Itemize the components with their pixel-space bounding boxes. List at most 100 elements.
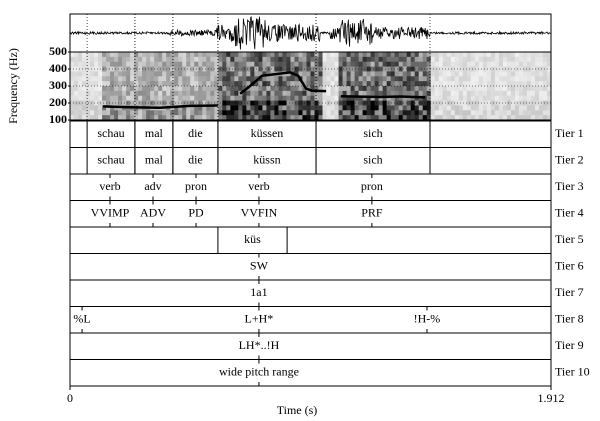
spectrogram-cell (106, 105, 111, 111)
spectrogram-cell (230, 95, 235, 102)
spectrogram-cell (366, 100, 372, 106)
spectrogram-cell (386, 52, 392, 58)
spectrogram-cell (466, 115, 472, 121)
spectrogram-cell (354, 52, 360, 58)
spectrogram-cell (234, 66, 239, 72)
spectrogram-cell (310, 71, 316, 77)
spectrogram-cell (534, 66, 540, 72)
spectrogram-cell (166, 90, 171, 97)
spectrogram-cell (134, 56, 139, 63)
spectrogram-cell (510, 105, 516, 111)
spectrogram-cell (86, 76, 91, 82)
spectrogram-cell (206, 76, 211, 82)
spectrogram-cell (338, 115, 344, 121)
spectrogram-cell (234, 110, 239, 116)
spectrogram-cell (298, 105, 303, 111)
spectrogram-cell (510, 52, 516, 58)
spectrogram-cell (214, 90, 219, 97)
spectrogram-cell (82, 95, 87, 102)
spectrogram-cell (470, 110, 476, 116)
spectrogram-cell (458, 95, 464, 102)
spectrogram-cell (382, 115, 388, 121)
spectrogram-cell (82, 86, 87, 92)
spectrogram-cell (338, 105, 344, 111)
spectrogram-cell (150, 66, 155, 72)
spectrogram-cell (142, 86, 147, 92)
spectrogram-cell (182, 76, 187, 82)
spectrogram-cell (342, 61, 348, 68)
spectrogram-cell (178, 66, 183, 72)
spectrogram-cell (482, 66, 488, 72)
spectrogram-cell (114, 61, 119, 68)
spectrogram-cell (378, 61, 384, 68)
spectrogram-cell (238, 76, 243, 82)
spectrogram-cell (174, 81, 179, 87)
spectrogram-cell (150, 56, 155, 63)
spectrogram-cell (490, 90, 496, 97)
spectrogram-cell (198, 61, 203, 68)
spectrogram-cell (310, 105, 316, 111)
spectrogram-cell (514, 95, 520, 102)
spectrogram-cell (134, 76, 139, 82)
spectrogram-cell (134, 71, 139, 77)
spectrogram-cell (474, 110, 480, 116)
spectrogram-cell (482, 56, 488, 63)
spectrogram-cell (422, 61, 428, 68)
spectrogram-cell (450, 100, 456, 106)
spectrogram-cell (286, 100, 291, 106)
spectrogram-cell (542, 95, 548, 102)
spectrogram-cell (326, 90, 332, 97)
spectrogram-cell (334, 110, 340, 116)
spectrogram-cell (194, 71, 199, 77)
spectrogram-cell (250, 90, 255, 97)
spectrogram-cell (154, 76, 159, 82)
spectrogram-cell (370, 100, 376, 106)
spectrogram-cell (206, 90, 211, 97)
spectrogram-cell (390, 61, 396, 68)
spectrogram-cell (170, 61, 175, 68)
spectrogram-cell (358, 86, 364, 92)
spectrogram-cell (286, 95, 291, 102)
spectrogram-cell (510, 56, 516, 63)
spectrogram-cell (150, 86, 155, 92)
spectrogram-cell (358, 56, 364, 63)
spectrogram-cell (390, 81, 396, 87)
spectrogram-cell (266, 86, 271, 92)
spectrogram-cell (174, 90, 179, 97)
spectrogram-cell (178, 76, 183, 82)
spectrogram-cell (538, 76, 544, 82)
spectrogram-cell (454, 52, 460, 58)
spectrogram-cell (78, 95, 83, 102)
spectrogram-cell (70, 105, 75, 111)
spectrogram-cell (514, 110, 520, 116)
spectrogram-cell (442, 61, 448, 68)
spectrogram-cell (210, 100, 215, 106)
spectrogram-cell (190, 71, 195, 77)
spectrogram-cell (82, 56, 87, 63)
spectrogram-cell (246, 56, 251, 63)
spectrogram-cell (78, 81, 83, 87)
spectrogram-cell (186, 52, 191, 58)
spectrogram-cell (306, 90, 311, 97)
spectrogram-cell (154, 66, 159, 72)
point-label: 1a1 (250, 285, 267, 299)
spectrogram-cell (446, 100, 452, 106)
spectrogram-cell (482, 90, 488, 97)
spectrogram-cell (370, 76, 376, 82)
spectrogram-cell (358, 76, 364, 82)
spectrogram-cell (498, 105, 504, 111)
spectrogram-cell (434, 90, 440, 97)
spectrogram-cell (270, 110, 275, 116)
spectrogram-cell (210, 71, 215, 77)
spectrogram-cell (206, 95, 211, 102)
spectrogram-cell (366, 71, 372, 77)
spectrogram-cell (410, 105, 416, 111)
spectrogram-cell (422, 52, 428, 58)
spectrogram-cell (450, 86, 456, 92)
spectrogram-cell (282, 76, 287, 82)
spectrogram-cell (234, 115, 239, 121)
spectrogram-cell (150, 76, 155, 82)
spectrogram-cell (330, 110, 336, 116)
spectrogram-cell (390, 71, 396, 77)
spectrogram-cell (158, 81, 163, 87)
